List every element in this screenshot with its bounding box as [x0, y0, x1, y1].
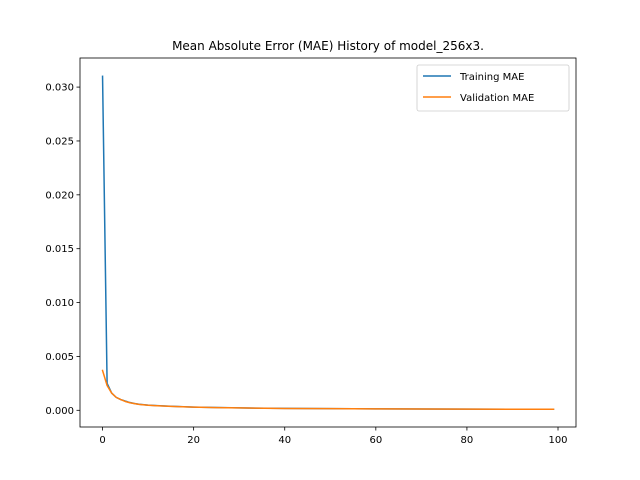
- series-line-validation-mae: [101, 369, 555, 410]
- x-tick-label: 0: [99, 435, 105, 446]
- legend-label: Training MAE: [459, 72, 524, 83]
- legend-label: Validation MAE: [460, 93, 534, 104]
- legend: Training MAE Validation MAE: [416, 64, 570, 112]
- legend-box: [416, 64, 570, 112]
- series-layer: [101, 75, 555, 410]
- y-tick-label: 0.005: [45, 352, 74, 363]
- y-tick-label: 0.030: [45, 83, 74, 94]
- plot-frame: [79, 57, 577, 428]
- chart-title: Mean Absolute Error (MAE) History of mod…: [172, 39, 484, 53]
- y-tick-label: 0.015: [45, 244, 74, 255]
- x-tick-label: 20: [187, 435, 200, 446]
- x-tick-label: 80: [461, 435, 474, 446]
- axes-layer: 0 20 40 60 80 100 0.000 0.005 0.010 0.015 0.020 0.0…: [45, 57, 577, 446]
- y-tick-label: 0.025: [45, 136, 74, 147]
- x-tick-label: 60: [369, 435, 382, 446]
- x-tick-label: 100: [548, 435, 567, 446]
- y-tick-label: 0.020: [45, 190, 74, 201]
- x-tick-label: 40: [278, 435, 291, 446]
- y-tick-label: 0.010: [45, 298, 74, 309]
- y-tick-label: 0.000: [45, 406, 74, 417]
